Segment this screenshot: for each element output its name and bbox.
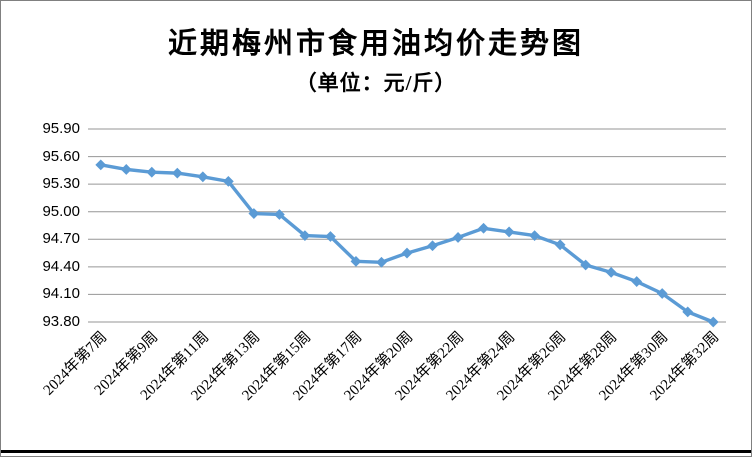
y-axis-tick-label: 95.00	[42, 202, 80, 220]
data-point-marker	[503, 226, 515, 238]
data-point-marker	[656, 288, 668, 299]
data-point-marker	[146, 166, 158, 178]
data-point-marker	[350, 255, 362, 267]
data-point-marker	[248, 208, 260, 219]
y-axis-tick-label: 94.10	[42, 285, 80, 303]
chart-title: 近期梅州市食用油均价走势图	[167, 28, 584, 60]
y-axis-tick-label: 95.60	[42, 147, 80, 165]
y-axis-tick-label: 95.90	[42, 120, 80, 137]
data-point-marker	[452, 232, 464, 243]
y-axis-tick-label: 95.30	[42, 175, 80, 193]
data-point-marker	[95, 159, 107, 171]
data-point-marker	[707, 316, 719, 328]
data-point-marker	[529, 230, 540, 242]
data-point-marker	[631, 276, 643, 287]
data-point-marker	[427, 240, 438, 252]
y-axis-tick-label: 93.80	[42, 313, 80, 330]
data-point-marker	[197, 171, 209, 183]
data-point-marker	[605, 266, 617, 278]
data-point-marker	[299, 230, 311, 242]
data-point-marker	[682, 306, 694, 318]
data-point-marker	[554, 239, 566, 251]
data-point-marker	[325, 231, 336, 242]
chart-subtitle: （单位：元/斤）	[295, 71, 457, 95]
data-point-marker	[120, 164, 132, 175]
y-axis-tick-label: 94.70	[42, 230, 80, 248]
data-point-marker	[222, 175, 234, 187]
price-line-series	[99, 163, 715, 324]
data-point-marker	[401, 247, 413, 259]
y-axis-tick-label: 94.40	[42, 257, 80, 275]
bottom-border-bar	[1, 450, 751, 453]
data-point-marker	[478, 222, 489, 234]
data-point-marker	[580, 259, 592, 271]
data-point-marker	[171, 167, 183, 179]
data-point-marker	[274, 209, 285, 220]
data-point-marker	[376, 256, 387, 268]
